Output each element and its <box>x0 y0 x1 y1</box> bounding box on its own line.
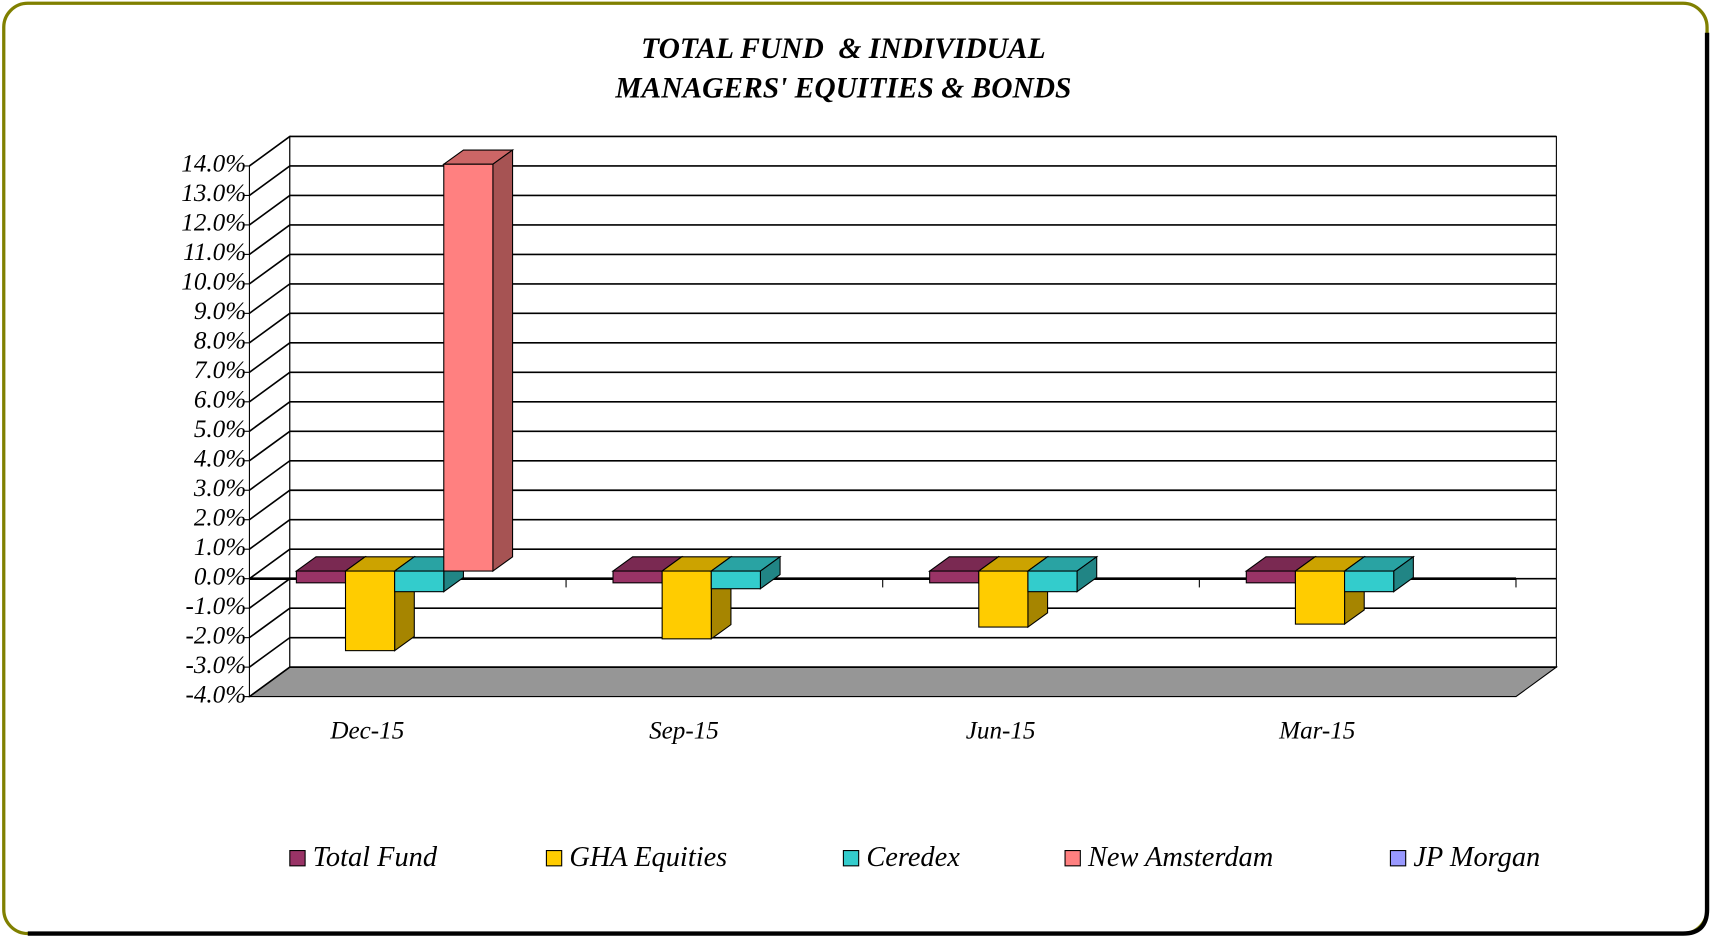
grid-line <box>248 489 1557 521</box>
y-tick-label: 1.0% <box>194 534 246 561</box>
y-tick-label: -1.0% <box>185 593 246 620</box>
legend-swatch <box>289 850 306 867</box>
grid-line <box>248 430 1557 462</box>
y-tick-label: -3.0% <box>185 652 246 679</box>
legend-label: JP Morgan <box>1413 842 1540 873</box>
bar <box>978 570 1029 628</box>
bar <box>295 570 347 584</box>
floor <box>247 666 1559 698</box>
y-tick-label: 4.0% <box>194 446 246 473</box>
legend-label: New Amsterdam <box>1087 842 1273 873</box>
grid-line <box>248 548 1557 580</box>
y-tick-label: -4.0% <box>185 681 246 708</box>
legend-swatch <box>1064 850 1081 867</box>
grid-line <box>248 342 1557 373</box>
y-tick-label: 13.0% <box>181 180 246 207</box>
legend-label: GHA Equities <box>569 842 727 873</box>
y-tick-label: 3.0% <box>193 475 246 502</box>
y-tick-label: 6.0% <box>194 387 246 414</box>
bar <box>443 163 494 572</box>
legend-label: Total Fund <box>313 842 438 873</box>
bar <box>929 570 980 584</box>
y-tick-label: 14.0% <box>181 151 246 178</box>
bar <box>1245 570 1296 584</box>
x-tick-label: Sep-15 <box>649 717 719 744</box>
chart-title: TOTAL FUND & INDIVIDUAL <box>641 33 1045 65</box>
bar <box>612 570 663 584</box>
bar <box>1294 570 1346 625</box>
bar <box>1344 570 1395 593</box>
bar <box>394 570 445 593</box>
grid-line <box>248 253 1557 285</box>
y-tick-label: -2.0% <box>185 622 246 649</box>
frame-shadow <box>27 32 1710 936</box>
grid-line <box>248 135 1557 167</box>
y-tick-label: 2.0% <box>194 504 246 531</box>
legend-swatch <box>1389 850 1407 867</box>
x-tick-label: Mar-15 <box>1278 717 1355 744</box>
grid-line <box>248 224 1557 256</box>
x-tick-label: Dec-15 <box>329 717 404 744</box>
grid-line <box>248 607 1557 639</box>
y-tick-label: 5.0% <box>194 416 246 443</box>
chart-title: MANAGERS' EQUITIES & BONDS <box>614 72 1071 104</box>
legend-swatch <box>545 850 563 867</box>
bar <box>661 570 712 640</box>
grid-line <box>248 400 1557 432</box>
grid-line <box>248 371 1557 403</box>
y-tick-label: 12.0% <box>181 210 246 237</box>
y-tick-label: 8.0% <box>194 328 246 355</box>
grid-line <box>248 459 1557 491</box>
y-tick-label: 7.0% <box>194 357 246 384</box>
y-tick-label: 11.0% <box>183 239 246 266</box>
bar <box>344 570 396 652</box>
grid-line <box>248 194 1557 226</box>
bar-side <box>492 148 514 573</box>
grid-line <box>248 283 1557 315</box>
grid-line <box>248 312 1557 344</box>
y-tick-label: 9.0% <box>194 298 246 325</box>
grid-line <box>248 165 1557 197</box>
y-tick-label: 10.0% <box>181 269 246 296</box>
grid-line <box>248 666 1557 698</box>
bar <box>710 570 761 590</box>
grid-line <box>248 636 1557 668</box>
grid-line <box>248 518 1557 550</box>
x-tick-label: Jun-15 <box>966 717 1036 744</box>
y-tick-label: 0.0% <box>194 563 246 590</box>
legend-label: Ceredex <box>866 842 960 873</box>
legend-swatch <box>842 850 860 867</box>
bar <box>1027 570 1078 593</box>
